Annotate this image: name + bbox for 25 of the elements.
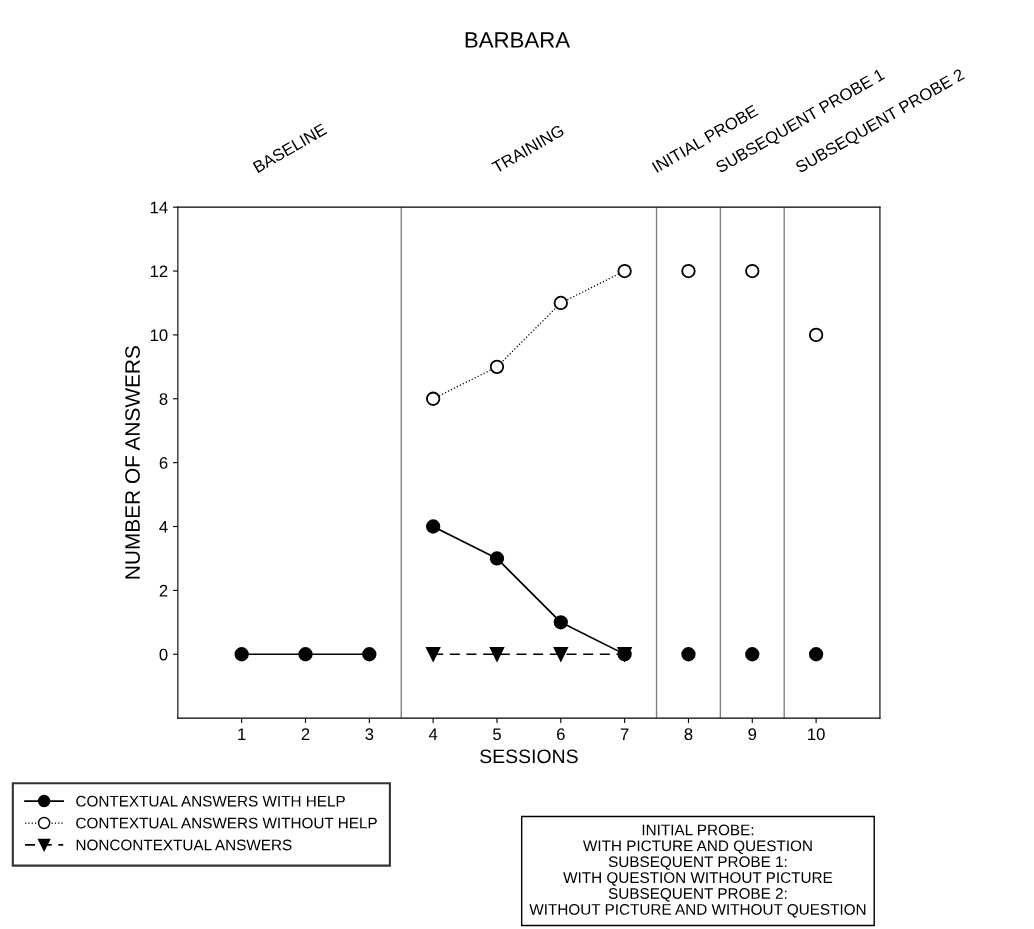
legend-label: CONTEXTUAL ANSWERS WITH HELP — [76, 795, 345, 807]
legend-label: NONCONTEXTUAL ANSWERS — [76, 839, 292, 851]
x-tick-label: 7 — [620, 728, 629, 740]
x-tick-label: 8 — [684, 728, 693, 741]
x-tick-label: 5 — [493, 728, 501, 741]
y-tick-label: 2 — [159, 584, 168, 597]
y-tick-label: 10 — [150, 329, 168, 342]
x-tick-label: 2 — [301, 728, 310, 740]
x-tick-label: 6 — [557, 728, 565, 741]
legend-label: CONTEXTUAL ANSWERS WITHOUT HELP — [76, 817, 377, 829]
y-tick-label: 4 — [159, 521, 168, 533]
y-axis-title: NUMBER OF ANSWERS — [125, 346, 140, 579]
y-tick-label: 8 — [159, 393, 168, 405]
y-tick-label: 12 — [150, 265, 168, 278]
x-tick-label: 3 — [365, 728, 374, 741]
x-axis-title: SESSIONS — [480, 749, 578, 764]
y-tick-label: 14 — [150, 201, 168, 214]
x-tick-label: 10 — [808, 728, 825, 741]
y-tick-label: 6 — [159, 457, 168, 469]
x-tick-label: 1 — [238, 728, 246, 740]
y-tick-label: 0 — [159, 648, 168, 661]
chart-title: BARBARA — [465, 32, 571, 48]
x-tick-label: 9 — [748, 728, 757, 741]
text: INITIAL PROBE: WITH PICTURE AND QUESTION SUBSEQUENT PROBE 1: WITH QUESTION WITHOUT PICTURE SUBSEQUENT PROBE 2: WITHOUT PICTURE AND WITHOUT QUESTION — [529, 824, 866, 918]
x-tick-label: 4 — [428, 728, 438, 740]
